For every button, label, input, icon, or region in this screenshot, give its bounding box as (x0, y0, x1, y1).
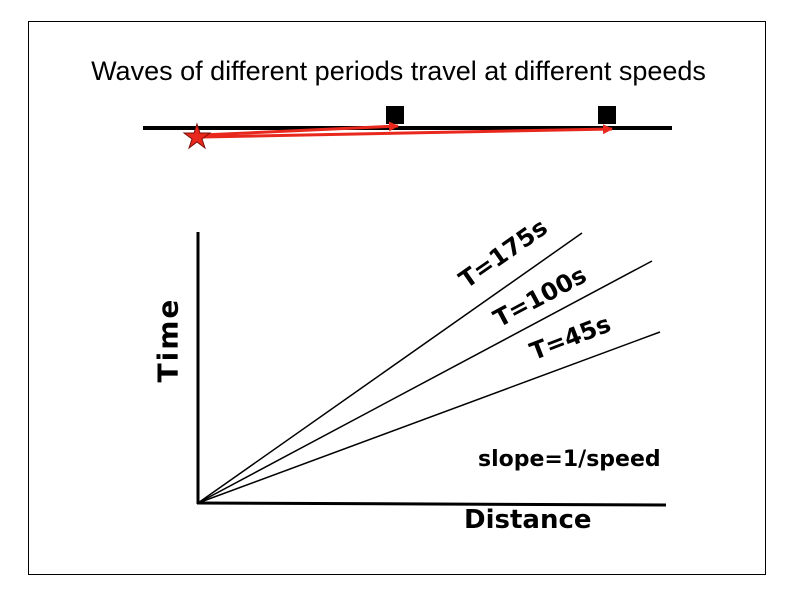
y-axis-label: Time (151, 297, 185, 383)
station-2-icon (598, 106, 616, 124)
line-t100 (197, 260, 653, 504)
ray-arrow-2 (201, 124, 613, 139)
line-t45 (197, 331, 661, 504)
x-axis (196, 501, 667, 507)
slope-annotation: slope=1/speed (478, 447, 661, 472)
slide-title: Waves of different periods travel at dif… (91, 56, 706, 86)
star-icon (182, 122, 212, 150)
ray-arrow-1 (201, 121, 399, 137)
station-1-icon (386, 106, 404, 124)
x-axis-label: Distance (464, 505, 592, 535)
line-t175 (197, 232, 583, 504)
